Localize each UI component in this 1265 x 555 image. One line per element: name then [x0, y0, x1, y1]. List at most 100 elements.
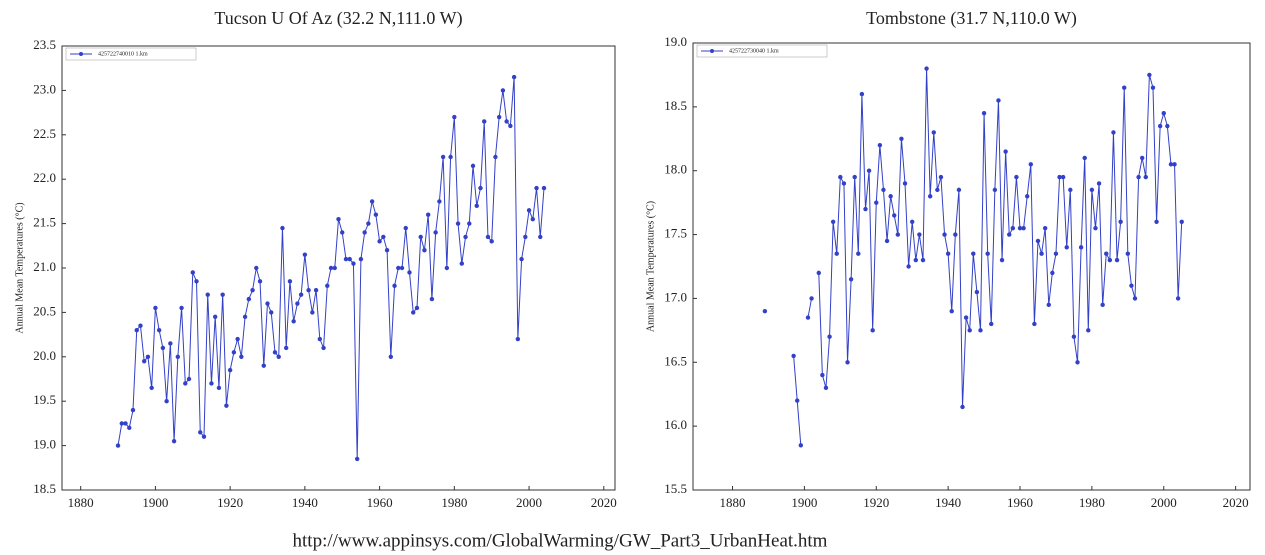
- y-tick-label: 20.0: [33, 348, 56, 363]
- data-point: [1089, 187, 1095, 193]
- data-point: [190, 270, 195, 275]
- data-point: [971, 251, 976, 256]
- data-point: [366, 221, 371, 226]
- data-point: [422, 248, 427, 253]
- x-tick-label: 1960: [367, 495, 393, 510]
- data-point: [526, 208, 532, 213]
- data-point: [899, 136, 904, 141]
- data-point: [1139, 155, 1145, 161]
- data-point: [269, 310, 274, 315]
- data-point: [437, 199, 442, 204]
- data-point: [470, 163, 476, 169]
- data-point: [340, 230, 345, 235]
- y-axis-label: Annual Mean Temperatures (°C): [645, 201, 656, 332]
- data-point: [960, 404, 965, 410]
- legend-marker: [710, 49, 714, 53]
- data-point: [935, 187, 940, 193]
- data-point: [1014, 174, 1019, 180]
- data-point: [399, 265, 405, 271]
- data-point: [791, 353, 796, 359]
- data-point: [1114, 257, 1120, 263]
- y-tick-label: 18.0: [664, 162, 687, 177]
- y-tick-label: 18.5: [33, 481, 56, 496]
- data-point: [1129, 283, 1134, 288]
- y-tick-label: 23.0: [33, 81, 56, 96]
- data-point: [168, 341, 173, 346]
- data-point: [463, 234, 468, 240]
- data-point: [1007, 232, 1012, 237]
- data-point: [1147, 72, 1152, 78]
- legend-box: [65, 47, 197, 61]
- data-point: [945, 251, 951, 256]
- data-point: [418, 234, 423, 240]
- data-point: [1003, 149, 1008, 154]
- data-point: [1096, 181, 1102, 186]
- data-point: [257, 279, 263, 284]
- data-point: [884, 238, 890, 244]
- data-point: [895, 232, 901, 237]
- data-point: [1053, 251, 1059, 256]
- data-point: [820, 372, 825, 378]
- data-point: [830, 219, 836, 224]
- data-point: [859, 91, 865, 97]
- data-point: [996, 98, 1001, 103]
- y-tick-label: 22.5: [33, 126, 56, 141]
- data-point: [920, 257, 926, 263]
- x-tick-label: 2000: [516, 495, 542, 510]
- data-point: [1050, 270, 1055, 276]
- data-point: [1125, 251, 1131, 256]
- x-tick-label: 1880: [720, 495, 746, 510]
- data-point: [1172, 162, 1177, 167]
- data-point: [856, 251, 861, 256]
- data-point: [809, 296, 814, 301]
- y-tick-label: 19.0: [33, 437, 56, 452]
- data-point: [145, 354, 151, 359]
- data-point: [963, 315, 969, 320]
- data-point: [931, 130, 936, 135]
- series-line: [818, 68, 1183, 408]
- data-point: [474, 203, 479, 209]
- data-point: [444, 265, 450, 271]
- data-point: [142, 359, 147, 364]
- data-point: [1150, 85, 1156, 90]
- data-point: [212, 314, 218, 320]
- data-point: [224, 403, 229, 408]
- data-point: [354, 456, 360, 462]
- y-axis-label: Annual Mean Temperatures (°C): [14, 202, 25, 333]
- data-point: [459, 261, 465, 266]
- data-point: [1093, 225, 1098, 231]
- data-point: [265, 301, 270, 306]
- x-tick-label: 2020: [591, 495, 617, 510]
- data-point: [834, 251, 839, 256]
- data-point: [927, 194, 933, 199]
- data-point: [795, 398, 800, 403]
- data-point: [175, 354, 181, 359]
- x-tick-label: 1880: [68, 495, 94, 510]
- data-point: [888, 194, 893, 199]
- x-tick-label: 2020: [1223, 495, 1249, 510]
- data-point: [239, 354, 244, 359]
- data-point: [1111, 130, 1116, 135]
- data-point: [306, 288, 311, 293]
- data-point: [396, 265, 401, 271]
- data-point: [156, 327, 162, 333]
- data-point: [1107, 257, 1113, 263]
- data-point: [467, 221, 472, 226]
- data-point: [949, 309, 954, 314]
- data-point: [978, 328, 983, 333]
- data-point: [848, 277, 854, 282]
- x-tick-label: 1920: [217, 495, 243, 510]
- data-point: [1028, 162, 1033, 167]
- data-point: [328, 265, 334, 271]
- data-point: [500, 88, 506, 93]
- data-point: [953, 232, 958, 237]
- data-point: [407, 270, 412, 275]
- data-point: [504, 119, 509, 124]
- data-point: [291, 319, 296, 324]
- data-point: [336, 216, 341, 222]
- data-point: [798, 443, 804, 448]
- data-point: [160, 345, 166, 351]
- data-point: [910, 219, 915, 224]
- data-point: [433, 230, 438, 235]
- data-point: [295, 301, 300, 306]
